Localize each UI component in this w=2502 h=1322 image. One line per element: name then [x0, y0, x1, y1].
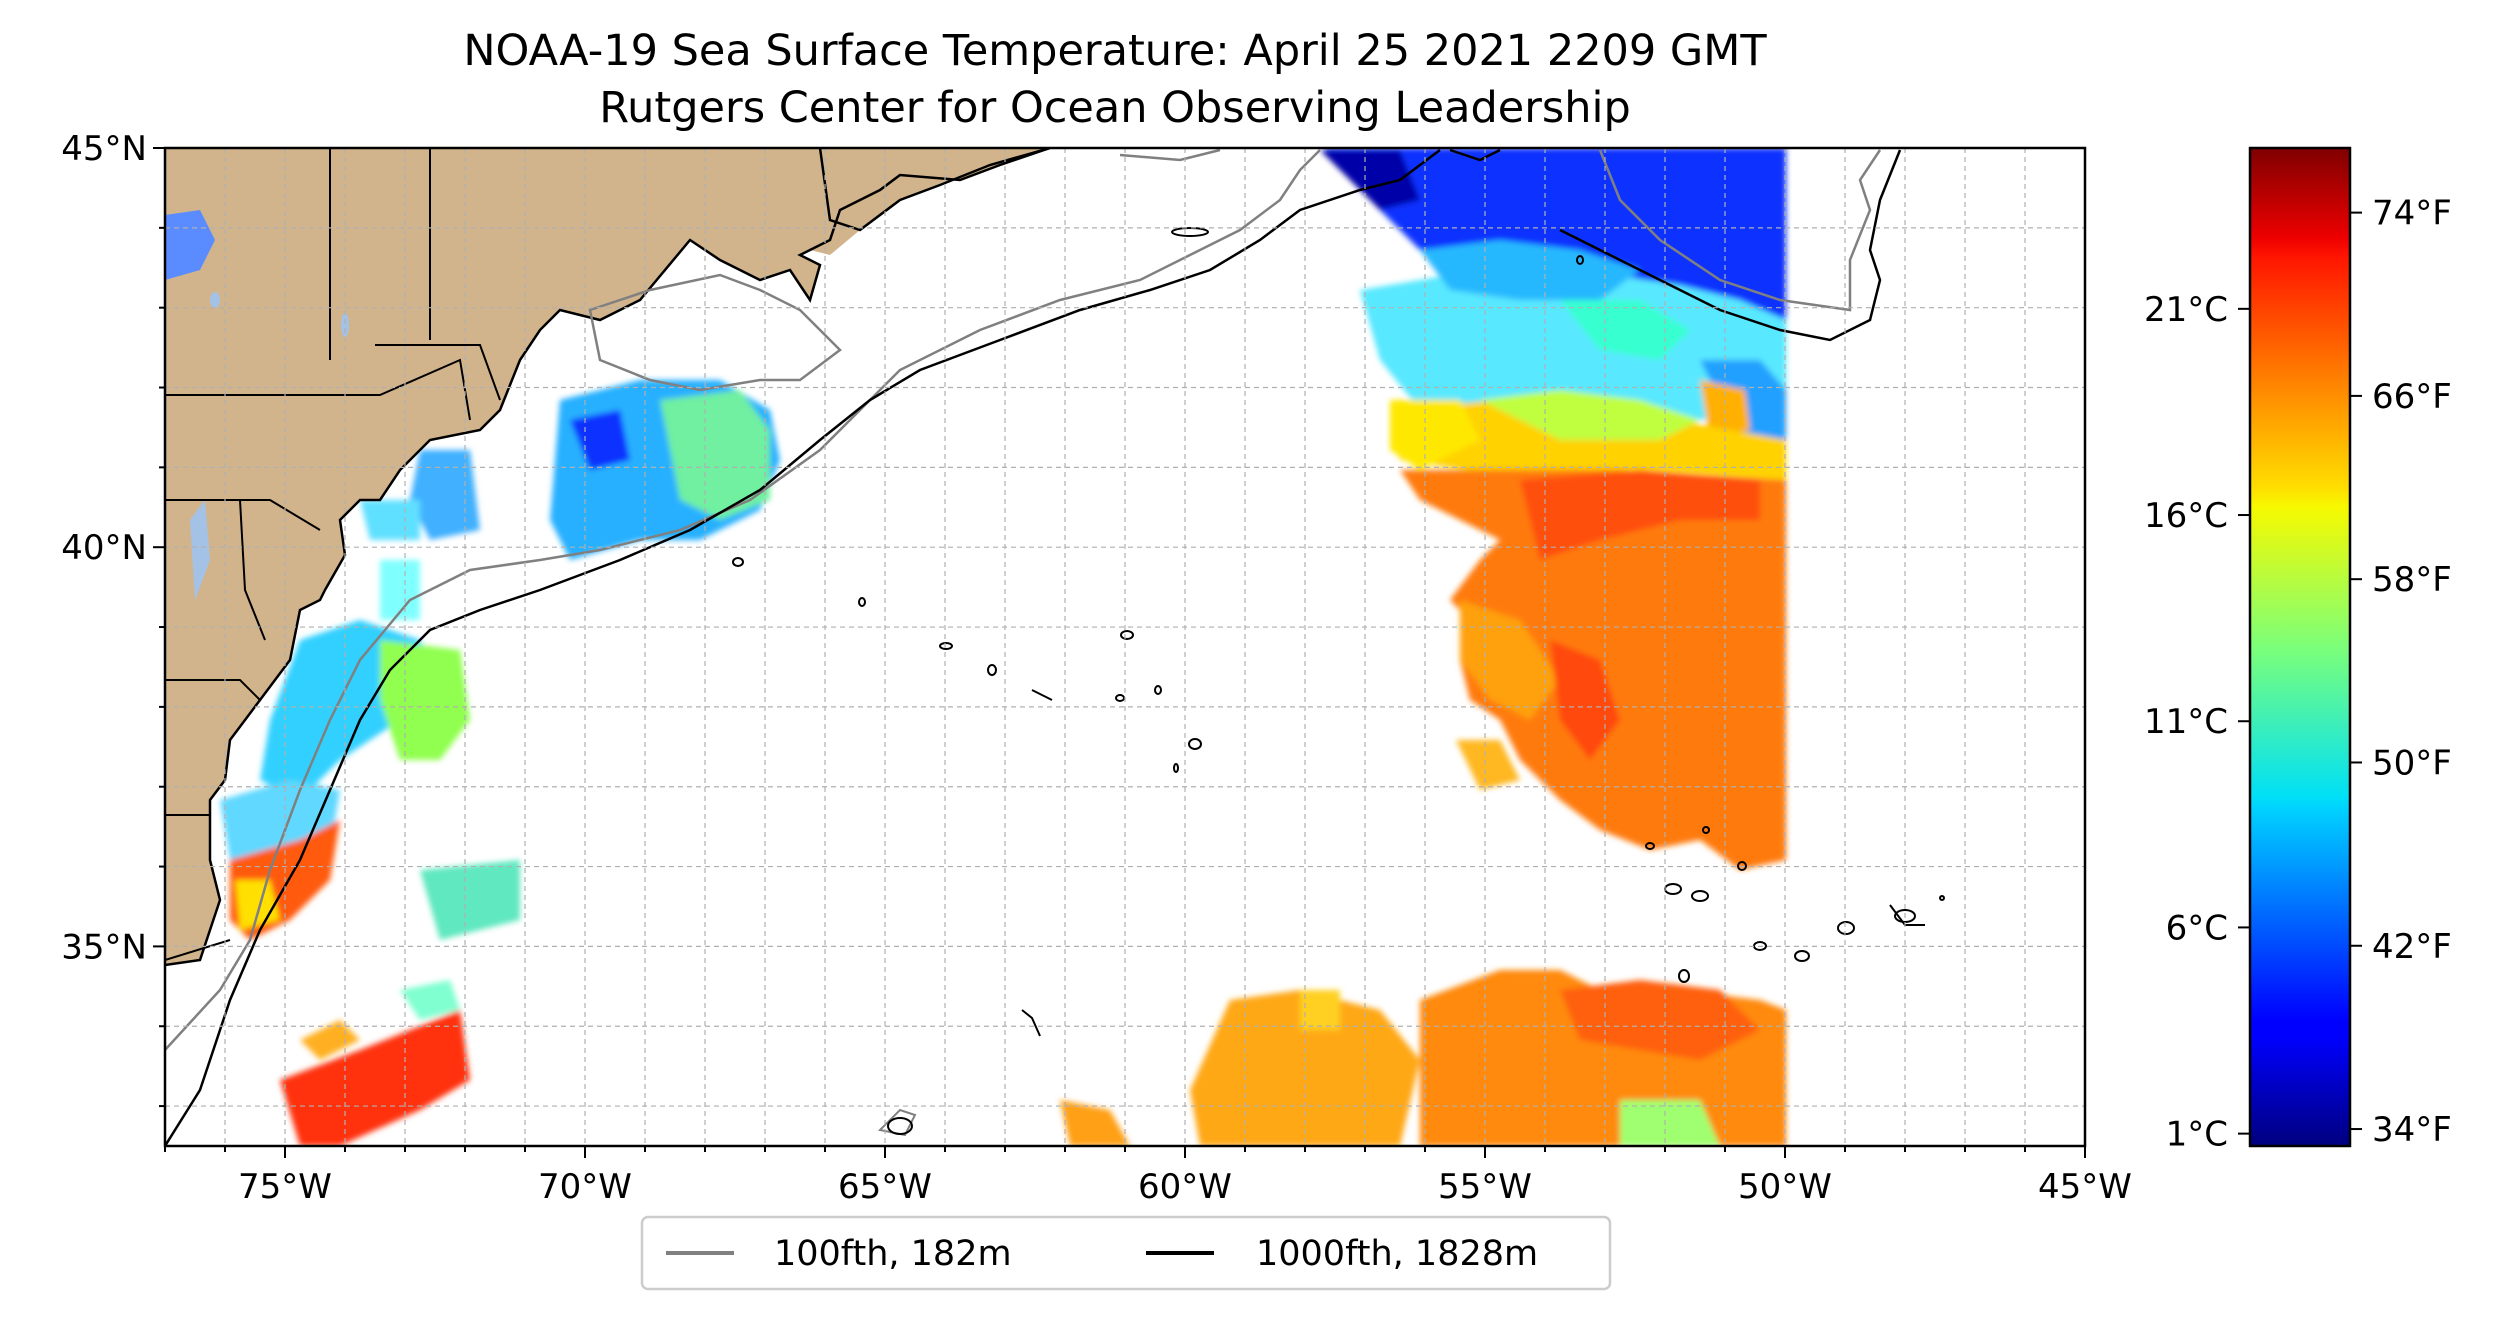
legend: 100fth, 182m 1000fth, 1828m	[640, 1215, 1612, 1291]
celsius-tick-label: 1°C	[2166, 1115, 2228, 1155]
y-tick-label: 45°N	[61, 129, 147, 169]
colorbar-frame	[2248, 146, 2352, 1148]
legend-box	[640, 1215, 1612, 1291]
fahrenheit-tick-label: 50°F	[2372, 743, 2452, 783]
y-axis-ticks: 45°N 40°N 35°N	[61, 129, 165, 1108]
x-tick-label: 55°W	[1438, 1167, 1532, 1207]
colorbar-gradient	[2250, 148, 2350, 1146]
graticule	[164, 147, 2086, 1146]
legend-label-100fth: 100fth, 182m	[774, 1234, 1012, 1274]
sst-data-layer	[220, 148, 1786, 1146]
map-panel: 75°W 70°W 65°W 60°W 55°W 50°W 45°W 45°N 40°N 35°…	[61, 129, 2132, 1207]
celsius-tick-label: 6°C	[2166, 908, 2228, 948]
legend-label-1000fth: 1000fth, 1828m	[1256, 1234, 1538, 1274]
celsius-ticks: 1°C 6°C 11°C 16°C 21°C	[2144, 290, 2250, 1155]
isobath-1000fth	[165, 149, 1441, 1146]
fahrenheit-tick-label: 74°F	[2372, 194, 2452, 234]
fahrenheit-tick-label: 42°F	[2372, 927, 2452, 967]
fahrenheit-ticks: 34°F 42°F 50°F 58°F 66°F 74°F	[2350, 194, 2452, 1150]
x-tick-label: 75°W	[238, 1167, 332, 1207]
celsius-tick-label: 11°C	[2144, 702, 2228, 742]
state-borders	[165, 148, 501, 961]
x-axis-ticks: 75°W 70°W 65°W 60°W 55°W 50°W 45°W	[164, 1146, 2132, 1207]
celsius-tick-label: 21°C	[2144, 290, 2228, 330]
y-tick-label: 40°N	[61, 528, 147, 568]
title-line-2: Rutgers Center for Ocean Observing Leade…	[599, 83, 1631, 133]
celsius-tick-label: 16°C	[2144, 496, 2228, 536]
x-tick-label: 65°W	[838, 1167, 932, 1207]
y-tick-label: 35°N	[61, 927, 147, 967]
fahrenheit-tick-label: 34°F	[2372, 1110, 2452, 1150]
x-tick-label: 70°W	[538, 1167, 632, 1207]
x-tick-label: 45°W	[2038, 1167, 2132, 1207]
fahrenheit-tick-label: 66°F	[2372, 377, 2452, 417]
x-tick-label: 50°W	[1738, 1167, 1832, 1207]
coastline	[165, 148, 1051, 967]
fahrenheit-tick-label: 58°F	[2372, 560, 2452, 600]
colorbar: 1°C 6°C 11°C 16°C 21°C 34°F 42°F 50°F 58°F 66°F 7…	[2144, 146, 2452, 1155]
x-tick-label: 60°W	[1138, 1167, 1232, 1207]
title-line-1: NOAA-19 Sea Surface Temperature: April 2…	[463, 26, 1767, 76]
